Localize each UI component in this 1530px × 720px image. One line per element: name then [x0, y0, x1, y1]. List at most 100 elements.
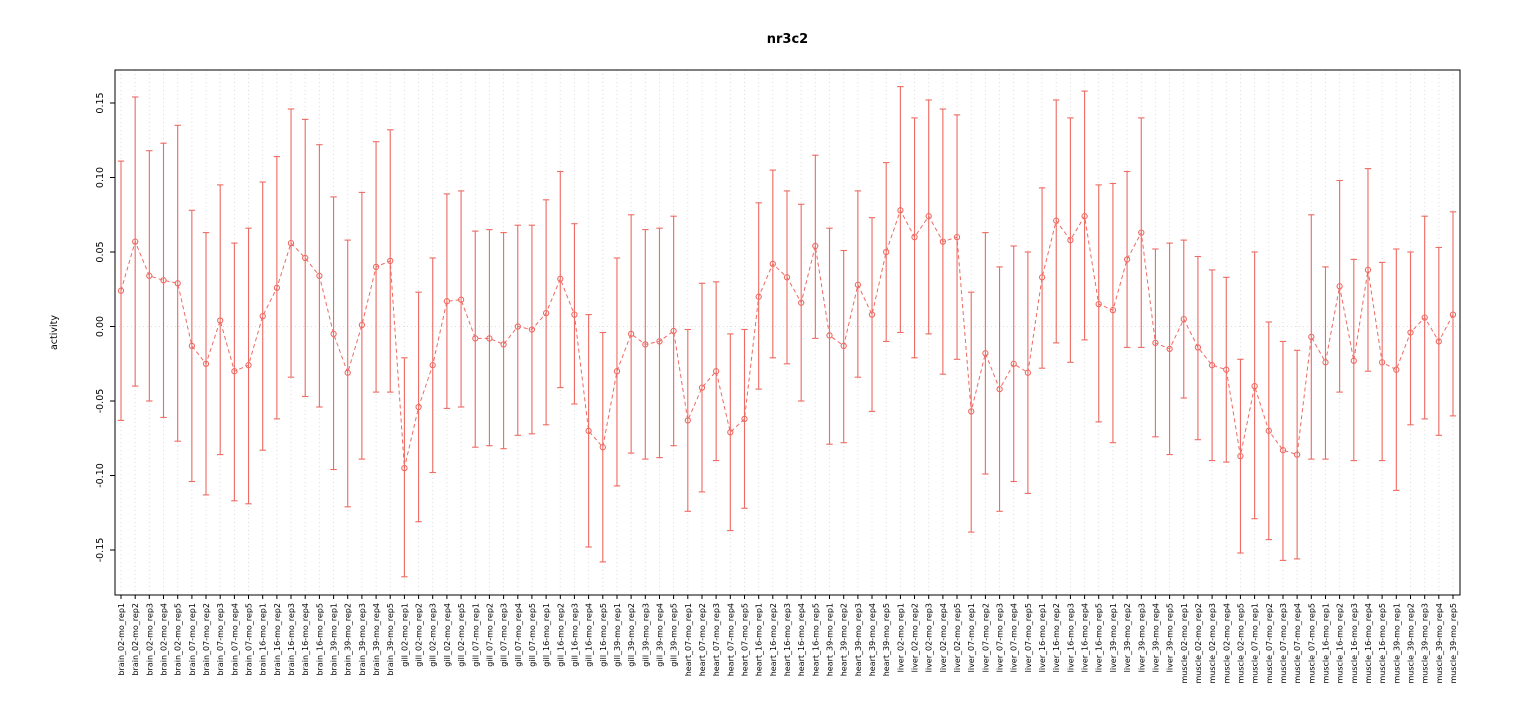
- data-point: [642, 341, 649, 348]
- data-point: [528, 326, 536, 333]
- data-point: [1024, 369, 1032, 376]
- data-point: [202, 360, 210, 367]
- x-tick-label: liver_07-mo_rep4: [1010, 603, 1019, 672]
- x-tick-label: muscle_02-mo_rep4: [1222, 603, 1231, 684]
- data-points: [117, 207, 1457, 472]
- data-point: [387, 257, 394, 265]
- data-point: [1095, 300, 1102, 308]
- x-tick-label: muscle_39-mo_rep4: [1435, 603, 1444, 684]
- data-point: [401, 464, 408, 472]
- data-point: [514, 323, 521, 330]
- data-point: [1435, 338, 1442, 345]
- data-point: [1350, 357, 1357, 364]
- data-point: [358, 321, 366, 329]
- data-point: [344, 369, 351, 376]
- data-point: [1308, 333, 1315, 341]
- x-tick-label: muscle_39-mo_rep1: [1392, 603, 1401, 684]
- x-tick-label: brain_07-mo_rep5: [245, 603, 254, 676]
- x-tick-label: liver_07-mo_rep2: [981, 603, 990, 672]
- data-point: [217, 317, 224, 324]
- x-tick-label: gill_16-mo_rep2: [556, 603, 565, 667]
- data-point: [698, 384, 706, 391]
- x-tick-label: gill_16-mo_rep4: [585, 603, 594, 667]
- data-point: [1265, 427, 1272, 434]
- data-point: [542, 309, 550, 317]
- x-tick-label: gill_39-mo_rep2: [627, 603, 636, 667]
- data-point: [273, 284, 281, 291]
- x-tick-label: liver_39-mo_rep5: [1166, 603, 1175, 672]
- x-tick-label: muscle_39-mo_rep2: [1407, 603, 1416, 684]
- x-tick-label: liver_07-mo_rep3: [996, 603, 1005, 672]
- data-point: [117, 287, 125, 294]
- x-tick-label: brain_02-mo_rep5: [174, 603, 183, 676]
- data-point: [755, 293, 762, 300]
- x-tick-label: gill_16-mo_rep5: [599, 603, 608, 667]
- data-point: [911, 233, 918, 241]
- x-tick-label: heart_07-mo_rep4: [726, 603, 735, 676]
- data-point: [1194, 344, 1202, 351]
- x-tick-label: heart_07-mo_rep3: [712, 603, 721, 676]
- x-tick-label: gill_39-mo_rep1: [613, 603, 622, 667]
- x-tick-label: brain_16-mo_rep4: [301, 603, 310, 676]
- data-point: [1251, 382, 1258, 390]
- x-tick-label: muscle_16-mo_rep1: [1322, 603, 1331, 684]
- x-tick-label: heart_16-mo_rep3: [783, 603, 792, 676]
- data-point: [1152, 339, 1159, 347]
- data-point: [472, 335, 479, 342]
- data-point: [1038, 274, 1046, 281]
- x-tick-label: brain_16-mo_rep2: [273, 603, 282, 676]
- x-tick-label: heart_39-mo_rep2: [840, 603, 849, 676]
- x-tick-label: brain_39-mo_rep5: [386, 603, 395, 676]
- x-tick-label: gill_07-mo_rep1: [471, 603, 480, 667]
- x-tick-label: brain_07-mo_rep2: [202, 603, 211, 676]
- x-tick-label: gill_02-mo_rep4: [443, 603, 452, 667]
- data-point: [1208, 362, 1216, 369]
- x-tick-label: liver_02-mo_rep5: [953, 603, 962, 672]
- data-point: [1322, 359, 1329, 366]
- data-point: [599, 444, 606, 451]
- data-point: [500, 341, 507, 348]
- x-tick-label: muscle_07-mo_rep5: [1307, 603, 1316, 684]
- data-point: [684, 417, 691, 424]
- x-tick-label: muscle_02-mo_rep3: [1208, 603, 1217, 684]
- data-point: [1293, 451, 1301, 458]
- x-tick-label: gill_02-mo_rep5: [457, 603, 466, 667]
- x-tick-label: brain_16-mo_rep3: [287, 603, 296, 676]
- x-tick-label: heart_07-mo_rep5: [741, 603, 750, 676]
- x-tick-label: heart_07-mo_rep2: [698, 603, 707, 676]
- x-tick-label: heart_39-mo_rep4: [868, 603, 877, 676]
- y-axis: -0.15 -0.10 -0.05 0.00 0.05 0.10 0.15: [95, 92, 115, 562]
- x-tick-label: heart_16-mo_rep5: [811, 603, 820, 676]
- x-tick-label: gill_07-mo_rep2: [485, 603, 494, 667]
- x-tick-label: muscle_02-mo_rep1: [1180, 603, 1189, 684]
- data-point: [1279, 447, 1287, 454]
- x-tick-label: gill_16-mo_rep3: [570, 603, 579, 667]
- x-tick-label: brain_02-mo_rep1: [117, 603, 126, 676]
- data-point: [188, 342, 196, 350]
- x-tick-label: liver_16-mo_rep3: [1066, 603, 1075, 672]
- x-tick-label: brain_02-mo_rep3: [145, 603, 154, 676]
- data-point: [627, 330, 635, 338]
- x-tick-label: brain_39-mo_rep1: [330, 603, 339, 676]
- series-line: [120, 209, 1454, 469]
- data-point: [613, 368, 621, 375]
- data-point: [1053, 217, 1060, 224]
- chart-title: nr3c2: [766, 32, 809, 47]
- data-point: [1223, 366, 1230, 373]
- data-point: [1010, 360, 1017, 367]
- data-point: [372, 263, 380, 271]
- x-axis: brain_02-mo_rep1 brain_02-mo_rep2 brain_02…: [117, 595, 1458, 684]
- y-tick-label: 0.15: [95, 92, 106, 113]
- x-tick-label: heart_39-mo_rep5: [882, 603, 891, 676]
- x-tick-label: gill_02-mo_rep1: [400, 603, 409, 667]
- data-point: [1109, 306, 1117, 314]
- data-point: [287, 239, 295, 247]
- x-tick-label: brain_39-mo_rep4: [372, 603, 381, 676]
- data-point: [727, 429, 734, 436]
- x-tick-label: liver_16-mo_rep5: [1095, 603, 1104, 672]
- x-tick-label: gill_16-mo_rep1: [542, 603, 551, 667]
- data-point: [854, 281, 862, 288]
- data-point: [1364, 266, 1372, 274]
- x-tick-label: heart_16-mo_rep2: [769, 603, 778, 676]
- x-tick-label: muscle_07-mo_rep1: [1251, 603, 1260, 684]
